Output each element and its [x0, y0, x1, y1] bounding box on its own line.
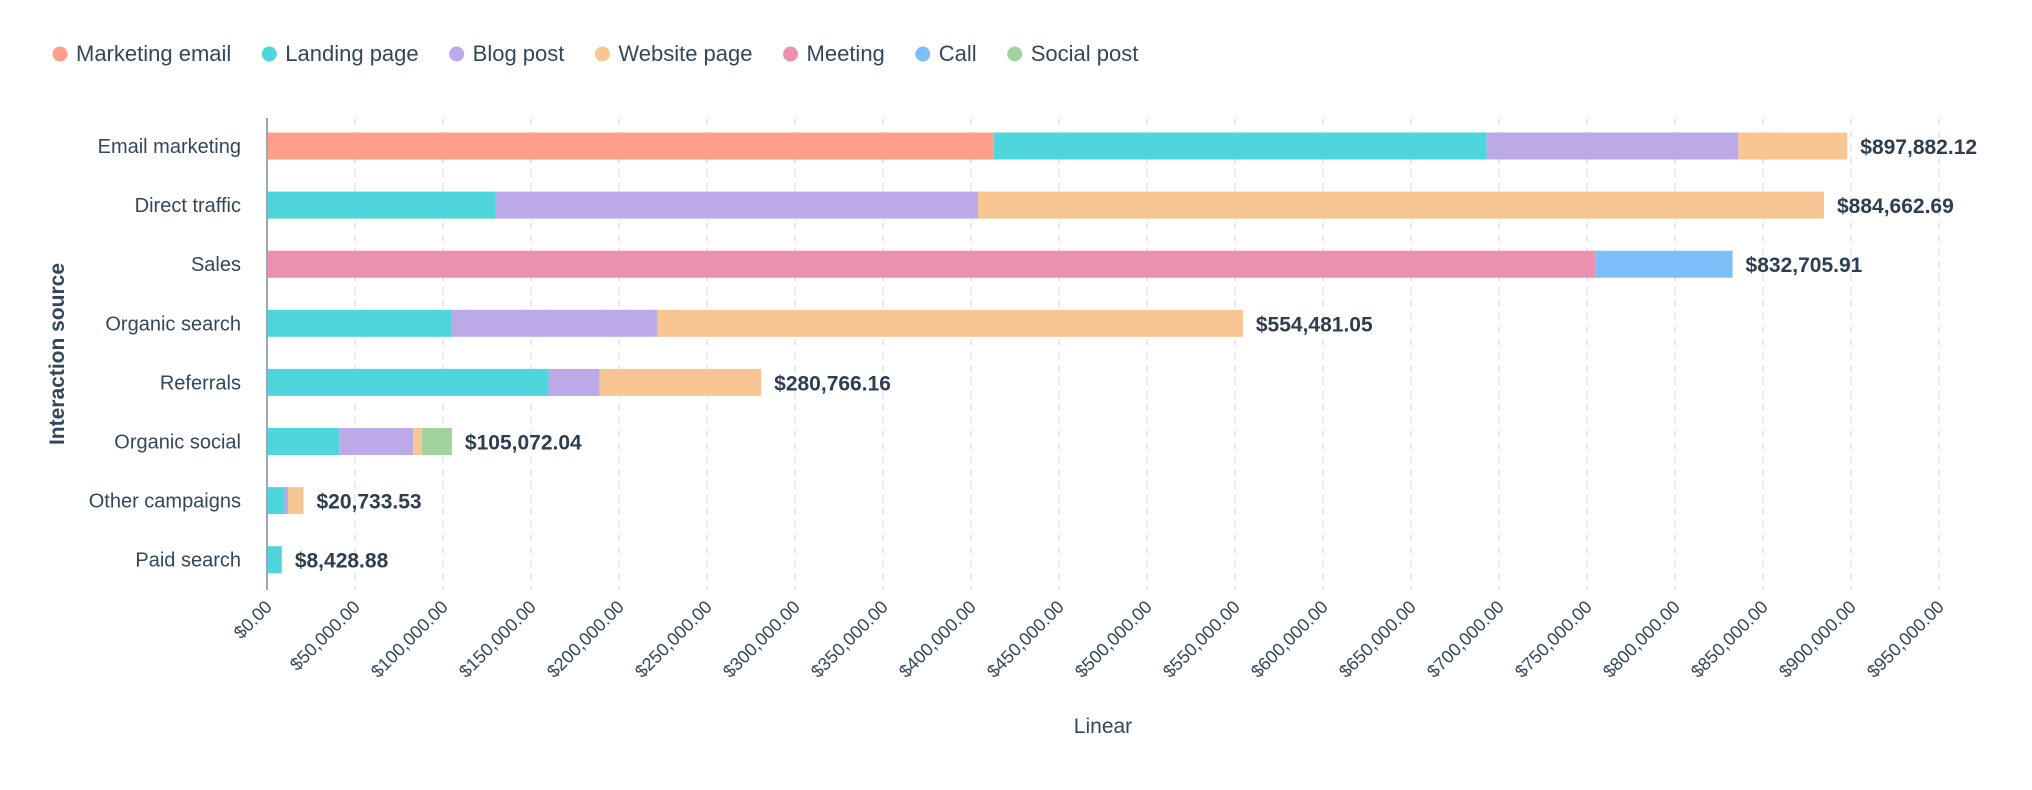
x-tick-labels: $0.00 $50,000.00 $100,000.00 $150,000.00 $20… — [230, 597, 1948, 682]
legend-swatch-3 — [594, 46, 610, 62]
x-tick-label: $950,000.00 — [1863, 597, 1948, 682]
x-tick-label: $400,000.00 — [895, 597, 980, 682]
total-value-label: $884,662.69 — [1837, 195, 1954, 218]
total-labels: $897,882.12 $884,662.69 $832,705.91 $554,48… — [295, 136, 1977, 573]
category-label: Organic social — [114, 432, 241, 454]
x-tick-label: $450,000.00 — [983, 597, 1068, 682]
legend-swatch-2 — [449, 46, 465, 62]
legend-label[interactable]: Call — [939, 41, 977, 66]
legend-label[interactable]: Social post — [1031, 41, 1139, 66]
x-tick-label: $650,000.00 — [1335, 597, 1420, 682]
category-label: Organic search — [105, 313, 241, 335]
legend-swatch-5 — [915, 46, 931, 62]
bar-segment-website-page[interactable] — [657, 309, 1243, 337]
bar-segment-website-page[interactable] — [978, 191, 1825, 219]
bar-segment-website-page[interactable] — [1738, 132, 1848, 160]
category-labels: Email marketing Direct traffic Sales Organi… — [89, 136, 241, 572]
bar-segment-landing-page[interactable] — [267, 487, 285, 515]
total-value-label: $20,733.53 — [316, 491, 421, 514]
y-axis-title: Interaction source — [46, 263, 69, 445]
bar-segment-blog-post[interactable] — [284, 487, 289, 515]
total-value-label: $8,428.88 — [295, 550, 389, 573]
gridlines — [354, 118, 1940, 590]
bar-segment-website-page[interactable] — [413, 428, 422, 455]
legend-label[interactable]: Marketing email — [76, 41, 231, 66]
bar-segment-landing-page[interactable] — [267, 309, 452, 337]
legend-label[interactable]: Blog post — [473, 41, 565, 66]
x-axis-title: Linear — [1074, 715, 1132, 738]
x-tick-label: $300,000.00 — [719, 597, 804, 682]
bar-segment-marketing-email[interactable] — [267, 132, 994, 160]
total-value-label: $897,882.12 — [1860, 136, 1977, 159]
x-tick-label: $100,000.00 — [367, 597, 452, 682]
bar-segment-meeting[interactable] — [267, 250, 1596, 278]
category-label: Direct traffic — [135, 195, 241, 217]
x-tick-label: $200,000.00 — [543, 597, 628, 682]
category-label: Email marketing — [98, 136, 241, 158]
category-label: Referrals — [160, 372, 241, 394]
x-tick-label: $700,000.00 — [1423, 597, 1508, 682]
legend-swatch-4 — [783, 46, 799, 62]
total-value-label: $105,072.04 — [465, 432, 582, 455]
legend-swatch-6 — [1007, 46, 1023, 62]
bar-segment-landing-page[interactable] — [267, 428, 340, 455]
total-value-label: $832,705.91 — [1746, 254, 1863, 277]
bars — [267, 132, 1848, 574]
bar-segment-landing-page[interactable] — [267, 546, 282, 574]
category-label: Paid search — [135, 550, 241, 572]
bar-segment-website-page[interactable] — [288, 487, 304, 515]
x-tick-label: $350,000.00 — [807, 597, 892, 682]
legend-label[interactable]: Landing page — [285, 41, 418, 66]
legend-label[interactable]: Meeting — [807, 41, 885, 66]
bar-segment-blog-post[interactable] — [548, 368, 600, 396]
legend-swatch-0 — [52, 46, 68, 62]
bar-segment-social-post[interactable] — [421, 428, 452, 455]
x-tick-label: $750,000.00 — [1511, 597, 1596, 682]
bar-segment-blog-post[interactable] — [1486, 132, 1739, 160]
bar-segment-website-page[interactable] — [599, 368, 762, 396]
bar-segment-blog-post[interactable] — [339, 428, 414, 455]
x-tick-label: $600,000.00 — [1247, 597, 1332, 682]
x-tick-label: $250,000.00 — [631, 597, 716, 682]
total-value-label: $280,766.16 — [774, 372, 891, 395]
category-label: Other campaigns — [89, 491, 241, 513]
bar-segment-call[interactable] — [1595, 250, 1733, 278]
x-tick-label: $150,000.00 — [455, 597, 540, 682]
bar-segment-landing-page[interactable] — [267, 368, 549, 396]
x-tick-label: $900,000.00 — [1775, 597, 1860, 682]
x-tick-label: $0.00 — [230, 597, 276, 643]
x-tick-label: $50,000.00 — [286, 597, 364, 675]
total-value-label: $554,481.05 — [1256, 313, 1373, 336]
x-tick-label: $800,000.00 — [1599, 597, 1684, 682]
bar-segment-blog-post[interactable] — [495, 191, 979, 219]
bar-segment-landing-page[interactable] — [267, 191, 496, 219]
x-tick-label: $550,000.00 — [1159, 597, 1244, 682]
bar-segment-blog-post[interactable] — [451, 309, 658, 337]
x-tick-label: $850,000.00 — [1687, 597, 1772, 682]
legend-label[interactable]: Website page — [618, 41, 752, 66]
legend-swatch-1 — [261, 46, 277, 62]
category-label: Sales — [191, 254, 241, 276]
bar-segment-landing-page[interactable] — [993, 132, 1487, 160]
x-tick-label: $500,000.00 — [1071, 597, 1156, 682]
legend: Marketing email Landing page Blog post Webs… — [52, 41, 1139, 66]
